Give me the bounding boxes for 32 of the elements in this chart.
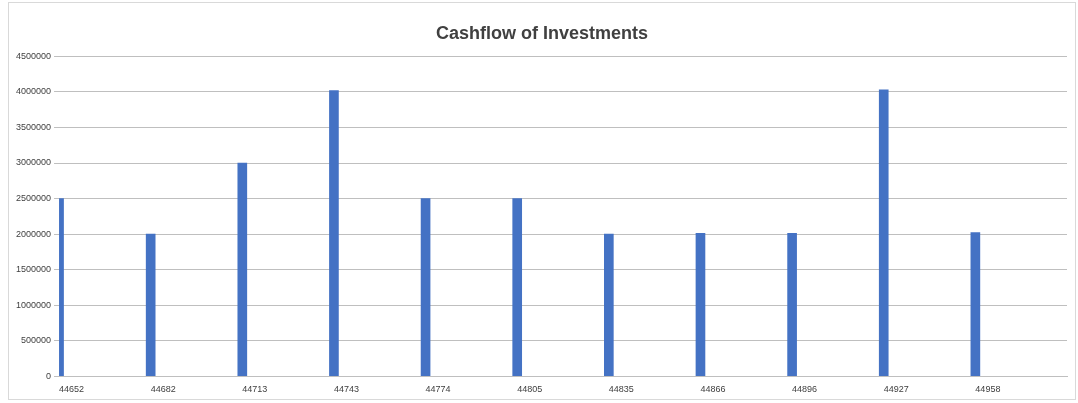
bar xyxy=(512,198,523,377)
x-tick-label: 44866 xyxy=(700,384,726,395)
x-tick-label: 44896 xyxy=(792,384,818,395)
y-tick-label: 4500000 xyxy=(15,50,52,61)
bar xyxy=(787,233,797,377)
x-tick-label: 44713 xyxy=(242,384,268,395)
bar xyxy=(329,90,339,377)
y-tick-label: 3500000 xyxy=(15,121,52,132)
y-tick-label: 4000000 xyxy=(15,86,52,97)
bar xyxy=(237,162,248,377)
y-tick-label: 2500000 xyxy=(15,193,52,204)
x-tick-label: 44958 xyxy=(975,384,1001,395)
y-tick-label: 1500000 xyxy=(15,264,52,275)
x-tick-label: 44805 xyxy=(517,384,543,395)
bar xyxy=(420,198,431,377)
x-tick-label: 44682 xyxy=(150,384,176,395)
bar xyxy=(970,232,981,377)
y-tick-label: 2000000 xyxy=(15,228,52,239)
x-tick-label: 44652 xyxy=(59,384,85,395)
y-tick-label: 500000 xyxy=(20,335,52,346)
x-tick-label: 44927 xyxy=(883,384,909,395)
x-tick-label: 44743 xyxy=(333,384,359,395)
chart-title: Cashflow of Investments xyxy=(434,23,649,44)
bar xyxy=(878,89,889,377)
y-tick-label: 1000000 xyxy=(15,299,52,310)
y-tick-label: 0 xyxy=(46,370,52,381)
bar xyxy=(695,233,706,377)
y-tick-label: 3000000 xyxy=(15,157,52,168)
bar xyxy=(604,233,614,377)
bar xyxy=(145,233,156,377)
x-tick-label: 44774 xyxy=(425,384,451,395)
x-tick-label: 44835 xyxy=(608,384,634,395)
